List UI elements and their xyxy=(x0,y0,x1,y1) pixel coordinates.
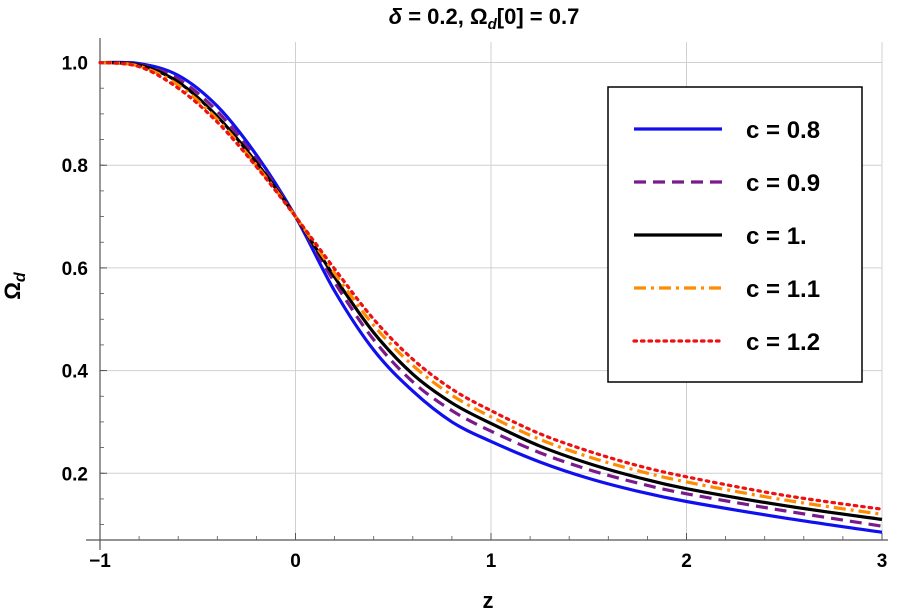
x-axis-title: z xyxy=(483,588,494,613)
series-line-4 xyxy=(98,60,884,511)
y-tick-label: 0.2 xyxy=(62,464,88,485)
legend-label-0: c = 0.8 xyxy=(746,117,820,144)
legend-label-3: c = 1.1 xyxy=(746,276,820,303)
chart-title: δ = 0.2, Ωd[0] = 0.7 xyxy=(389,4,580,33)
series-lines xyxy=(98,60,884,534)
y-tick-label: 0.4 xyxy=(62,362,89,383)
series-line-1 xyxy=(99,60,883,528)
x-tick-label: 1 xyxy=(486,551,497,572)
legend: c = 0.8 c = 0.9 c = 1. c = 1.1 c = 1.2 xyxy=(607,86,863,383)
tick-labels: −1 0 1 2 3 0.2 0.4 0.6 0.8 1.0 xyxy=(62,54,888,572)
y-tick-label: 0.8 xyxy=(62,156,88,177)
x-tick-label: −1 xyxy=(89,551,111,572)
y-axis-title: Ωd xyxy=(0,271,29,300)
axes xyxy=(86,38,888,550)
legend-label-1: c = 0.9 xyxy=(746,170,820,197)
y-tick-label: 0.6 xyxy=(62,259,88,280)
series-line-3 xyxy=(99,60,883,516)
x-tick-label: 2 xyxy=(681,551,692,572)
x-tick-label: 0 xyxy=(290,551,301,572)
series-line-2 xyxy=(99,60,883,522)
legend-label-4: c = 1.2 xyxy=(746,329,820,356)
series-line-0 xyxy=(99,60,883,534)
x-tick-label: 3 xyxy=(877,551,888,572)
legend-label-2: c = 1. xyxy=(746,223,807,250)
y-tick-label: 1.0 xyxy=(62,54,88,75)
